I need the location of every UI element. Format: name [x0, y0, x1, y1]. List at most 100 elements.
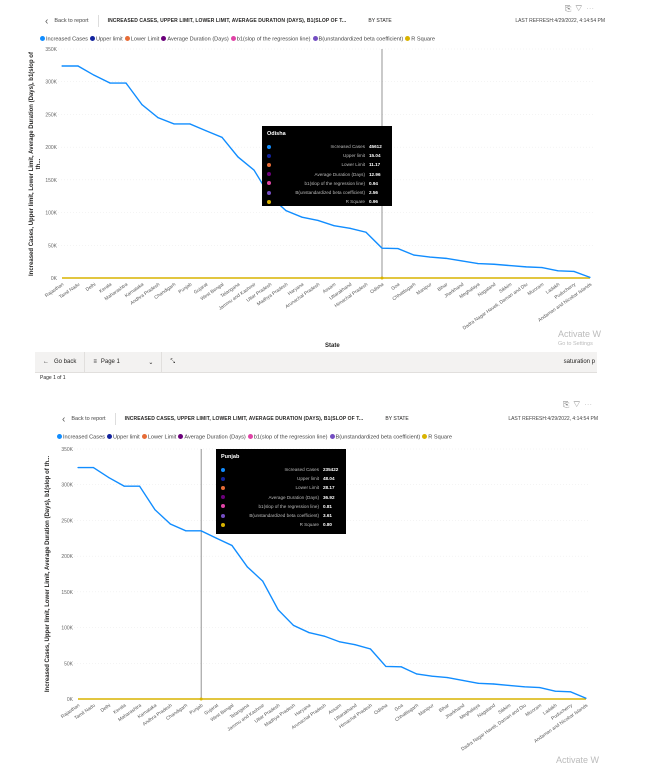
data-point: [339, 641, 341, 643]
data-point: [77, 65, 79, 67]
y-tick-label: 250K: [61, 518, 73, 524]
legend-item[interactable]: Increased Cases: [57, 434, 105, 441]
legend-item[interactable]: R Square: [422, 434, 452, 441]
tooltip-title: Odisha: [267, 131, 286, 137]
x-tick-label: Andaman and Nicobar Islands: [533, 702, 590, 744]
tooltip-row: Lower Limit 11.17: [267, 160, 387, 169]
legend-dot-icon: [89, 36, 95, 41]
x-tick-label: Bihar: [437, 281, 450, 293]
data-point: [431, 675, 433, 677]
data-point: [253, 169, 255, 171]
legend-item[interactable]: Upper limit: [106, 434, 140, 441]
legend-item[interactable]: b1(slop of the regression line): [247, 434, 328, 441]
watermark-title: Activate W: [556, 755, 600, 765]
data-point: [573, 270, 575, 273]
legend-label: R Square: [428, 434, 452, 441]
data-point: [539, 686, 541, 689]
divider: [114, 413, 116, 425]
legend-label: Increased Cases: [46, 36, 88, 43]
legend-item[interactable]: Lower Limit: [124, 36, 160, 43]
y-tick-label: 0K: [67, 697, 74, 703]
data-point: [173, 123, 175, 125]
tooltip-label: R Square: [299, 522, 319, 528]
data-point: [509, 264, 511, 267]
legend-item[interactable]: Lower Limit: [141, 434, 177, 441]
collapse-icon[interactable]: ⤡: [170, 358, 176, 365]
legend-item[interactable]: b1(slop of the regression line): [230, 36, 311, 43]
x-tick-label: Delhi: [100, 703, 112, 714]
tooltip-row: Upper limit 48.04: [221, 474, 341, 483]
data-point: [246, 566, 248, 568]
legend-item[interactable]: B(unstandardized beta coefficient): [329, 434, 420, 441]
tooltip-label: B(unstandardized beta coefficient): [295, 190, 365, 196]
data-point: [141, 104, 143, 106]
data-point: [292, 624, 295, 627]
y-tick-label: 350K: [61, 447, 73, 453]
data-point: [554, 690, 556, 692]
legend: Increased Cases Upper limit Lower Limit Ave…: [40, 36, 435, 43]
visual-by: BY STATE: [368, 18, 392, 24]
tooltip-value: 12.96: [369, 171, 381, 177]
legend-item[interactable]: B(unstandardized beta coefficient): [312, 36, 403, 43]
x-tick-label: Nagaland: [477, 282, 498, 299]
visual-header-icons[interactable]: ⎘▽⋯: [563, 400, 597, 409]
data-point: [108, 476, 110, 479]
tooltip-row: Upper limit 15.04: [267, 151, 387, 160]
legend-label: Upper limit: [112, 434, 140, 441]
back-to-report-button[interactable]: ‹ Back to report: [45, 16, 89, 27]
back-label: Back to report: [54, 18, 89, 24]
back-to-report-button[interactable]: ‹ Back to report: [62, 414, 106, 425]
legend-item[interactable]: Upper limit: [89, 36, 123, 43]
tooltip-row: b1(slop of the regression line) 0.94: [267, 179, 387, 188]
legend-dot-icon: [422, 434, 428, 439]
tooltip-label: Lower Limit: [341, 162, 366, 168]
series-line-increased-cases: [62, 65, 591, 279]
visual-header-icons[interactable]: ⎘▽⋯: [565, 4, 599, 13]
line-chart: 0K50K100K150K200K250K300K350KRajasthanTa…: [60, 447, 590, 752]
series-dot-icon: [267, 172, 271, 177]
series-dot-icon: [267, 153, 271, 158]
data-point: [231, 544, 233, 547]
y-tick-label: 250K: [45, 112, 57, 118]
tooltip-value: 45612: [369, 144, 382, 150]
report-name: saturation p: [563, 359, 595, 365]
legend-label: Lower Limit: [130, 36, 160, 43]
data-point: [169, 523, 171, 525]
tooltip-value: 36.92: [323, 494, 335, 500]
y-tick-label: 300K: [61, 483, 73, 489]
tooltip-row: Increased Cases 235422: [221, 465, 341, 474]
y-tick-label: 100K: [45, 211, 57, 217]
series-line-increased-cases: [78, 466, 587, 699]
data-point: [541, 266, 543, 269]
last-refresh: LAST REFRESH:4/29/2022, 4:14:54 PM: [508, 416, 598, 422]
legend-dot-icon: [141, 434, 147, 439]
page-selector[interactable]: ≡ Page 1 ⌄: [85, 352, 163, 372]
tooltip-row: R Square 0.96: [267, 197, 387, 206]
data-point: [333, 225, 335, 227]
tooltip-label: Upper limit: [343, 153, 365, 159]
watermark-subtitle: Go to Settings: [558, 341, 593, 347]
x-tick-label: Delhi: [85, 282, 97, 293]
y-tick-label: 0K: [51, 276, 58, 282]
legend-dot-icon: [312, 36, 318, 41]
legend-item[interactable]: R Square: [405, 36, 435, 43]
data-point: [397, 247, 399, 250]
data-point: [185, 530, 187, 532]
tooltip-label: Upper limit: [297, 476, 319, 482]
watermark-title: Activate W: [558, 329, 602, 339]
data-point: [138, 485, 141, 487]
data-point: [205, 130, 207, 132]
legend-item[interactable]: Average Duration (Days): [161, 36, 229, 43]
legend-item[interactable]: Increased Cases: [40, 36, 88, 43]
legend-item[interactable]: Average Duration (Days): [178, 434, 246, 441]
series-dot-icon: [221, 485, 225, 490]
tooltip-row: B(unstandardized beta coefficient) 2.56: [267, 188, 387, 197]
y-tick-label: 100K: [61, 626, 73, 632]
tooltip-row: Lower Limit 28.17: [221, 483, 341, 492]
series-dot-icon: [267, 162, 271, 167]
go-back-button[interactable]: ← Go back: [35, 352, 86, 372]
back-label: Back to report: [71, 416, 106, 422]
data-point: [189, 123, 191, 125]
legend-label: Lower Limit: [147, 434, 177, 441]
x-tick-label: Mizoram: [527, 282, 546, 297]
